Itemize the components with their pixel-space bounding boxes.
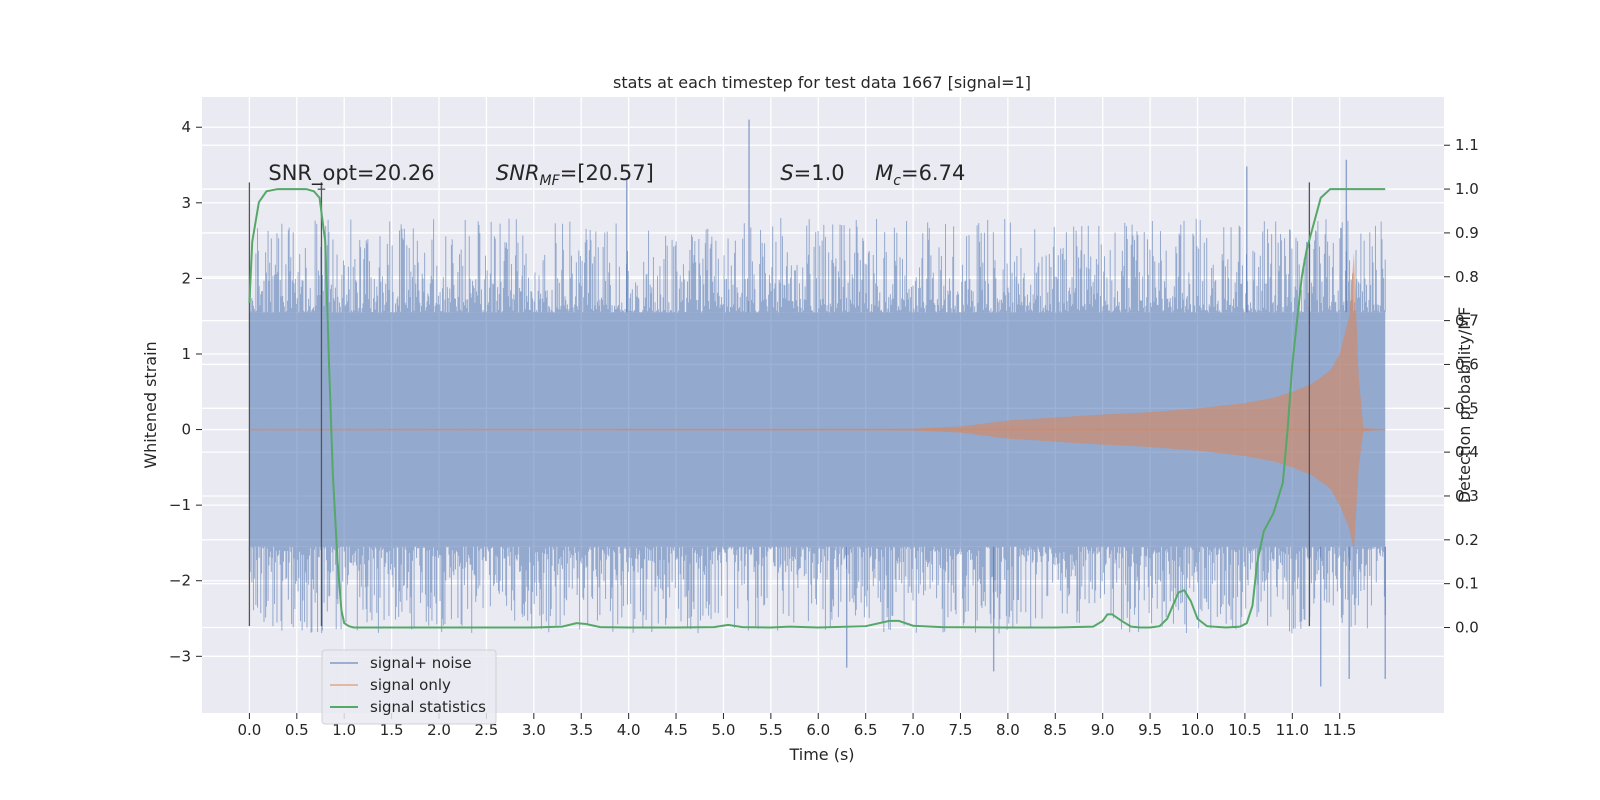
x-tick-label: 7.0 [901,721,925,739]
x-tick-label: 5.5 [759,721,783,739]
y-tick-label: −2 [169,572,191,590]
annotation-text: S=1.0 [780,161,844,185]
x-tick-label: 7.5 [949,721,973,739]
x-tick-label: 6.5 [854,721,878,739]
y-axis-label: Whitened strain [141,341,160,468]
y2-tick-label: 0.1 [1455,575,1479,593]
y-tick-label: −3 [169,647,191,665]
x-tick-label: 10.0 [1181,721,1214,739]
y2-tick-label: 0.8 [1455,268,1479,286]
x-axis-ticks: 0.0 0.5 1.0 1.5 2.0 2.5 3.0 3.5 4.0 4.5 5.0 5.5 6.0 6… [237,713,1356,739]
x-tick-label: 11.5 [1323,721,1356,739]
y2-tick-label: 0.6 [1455,355,1479,373]
y2-axis-ticks: 0.0 0.1 0.2 0.3 0.4 0.5 0.6 0.7 0.8 0.9 1.0 1.1 [1444,136,1479,637]
y-tick-label: 4 [181,118,191,136]
y2-tick-label: 0.7 [1455,312,1479,330]
x-tick-label: 1.5 [380,721,404,739]
x-tick-label: 9.0 [1091,721,1115,739]
x-tick-label: 11.0 [1276,721,1309,739]
y2-axis-label: Detection probability/MF [1455,307,1474,504]
y-tick-label: 0 [181,421,191,439]
x-tick-label: 8.5 [1043,721,1067,739]
series-signal-statistics [248,188,1386,629]
x-tick-label: 9.5 [1138,721,1162,739]
y-tick-label: 2 [181,269,191,287]
y2-tick-label: 0.9 [1455,224,1479,242]
x-tick-label: 10.5 [1228,721,1261,739]
statistics-line [248,188,1386,629]
x-tick-label: 4.0 [617,721,641,739]
x-tick-label: 8.0 [996,721,1020,739]
legend-box [321,649,497,725]
legend-label-signal-noise: signal+ noise [370,654,472,672]
y2-tick-label: 1.1 [1455,136,1479,154]
vertical-markers [248,182,1311,627]
y-tick-label: −1 [169,496,191,514]
y-axis-ticks: −3 −2 −1 0 1 2 3 4 [169,118,202,665]
y2-tick-label: 0.3 [1455,487,1479,505]
y2-tick-label: 0.5 [1455,399,1479,417]
x-tick-label: 0.5 [285,721,309,739]
x-tick-label: 6.0 [806,721,830,739]
y2-tick-label: 0.4 [1455,443,1479,461]
legend-label-signal-statistics: signal statistics [370,698,486,716]
x-tick-label: 3.0 [522,721,546,739]
y2-tick-label: 0.0 [1455,619,1479,637]
legend: signal+ noise signal only signal statist… [321,649,497,725]
series-signal-only [249,251,1386,551]
annotation-text: Mc=6.74 [875,161,965,189]
x-tick-label: 2.5 [474,721,498,739]
chart-title: stats at each timestep for test data 166… [613,73,1031,92]
y-tick-label: 1 [181,345,191,363]
x-tick-label: 3.5 [569,721,593,739]
x-tick-label: 2.0 [427,721,451,739]
y-tick-label: 3 [181,194,191,212]
annotations: SNR_opt=20.26 SNRMF=[20.57] S=1.0 Mc=6.74 [268,161,965,189]
y2-tick-label: 1.0 [1455,180,1479,198]
annotation-text: SNRMF=[20.57] [496,161,654,189]
legend-label-signal-only: signal only [370,676,451,694]
x-tick-label: 5.0 [712,721,736,739]
x-tick-label: 0.0 [237,721,261,739]
x-tick-label: 4.5 [664,721,688,739]
annotation-text: SNR_opt=20.26 [268,161,434,186]
y2-tick-label: 0.2 [1455,531,1479,549]
x-tick-label: 1.0 [332,721,356,739]
x-axis-label: Time (s) [788,745,854,764]
